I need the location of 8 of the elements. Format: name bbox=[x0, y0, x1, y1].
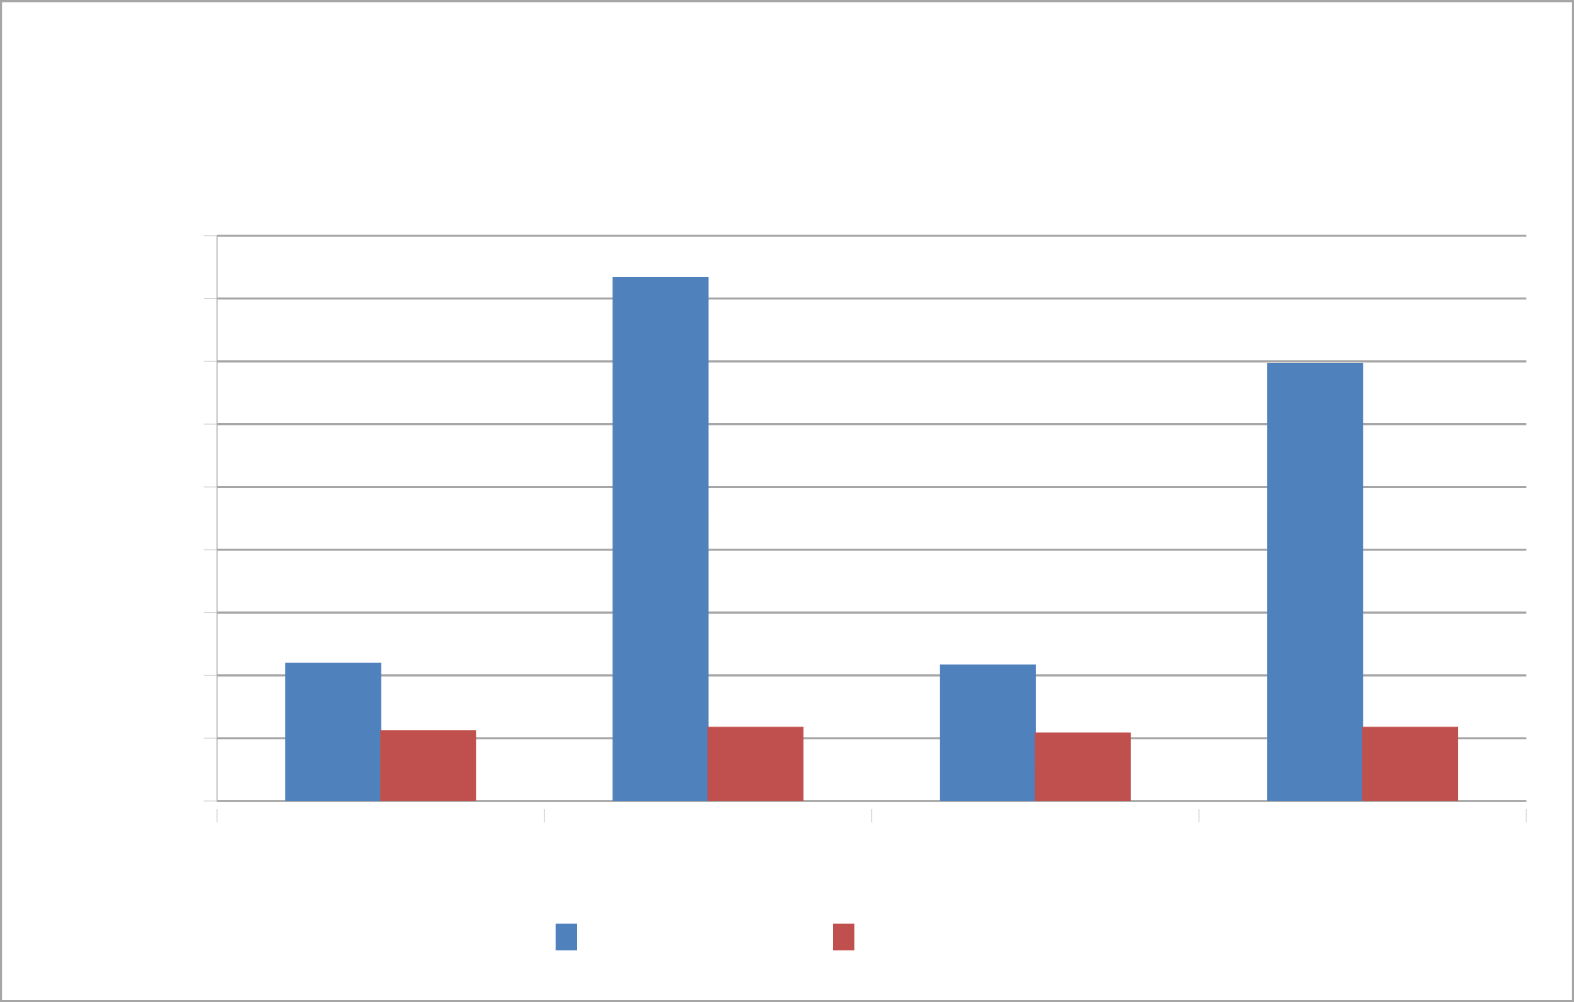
bar bbox=[939, 664, 1036, 801]
bar bbox=[612, 277, 709, 801]
bar bbox=[1034, 732, 1131, 801]
bar bbox=[285, 662, 382, 801]
bar bbox=[1362, 726, 1459, 801]
bar bbox=[707, 726, 804, 801]
bar bbox=[1267, 362, 1364, 801]
bar bbox=[380, 730, 477, 801]
